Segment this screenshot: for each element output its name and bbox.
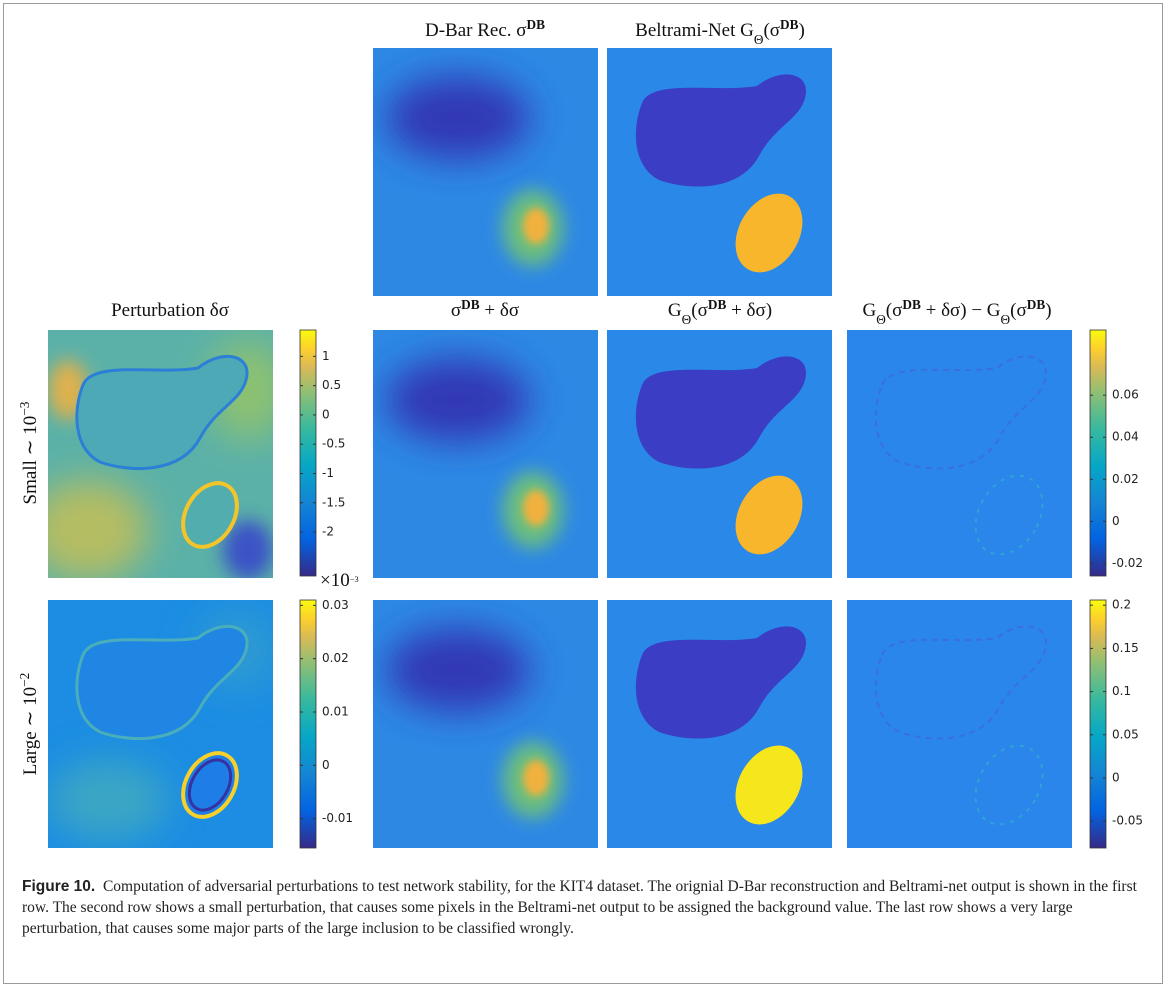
text-segment: (σ <box>763 20 780 41</box>
text-segment: DB <box>527 17 546 32</box>
colorbar-exponent: ×10−3 <box>320 570 359 591</box>
colorbar-tick-label: -0.01 <box>322 811 353 825</box>
text-segment: D-Bar Rec. σ <box>425 20 527 41</box>
colorbar-tick-label: -2 <box>322 525 334 539</box>
caption: Figure 10. Computation of adversarial pe… <box>22 876 1142 939</box>
colorbar <box>299 329 317 577</box>
text-segment: (σ <box>886 300 903 321</box>
colorbar-tick-label: 0.05 <box>1112 727 1139 741</box>
text-segment: Θ <box>754 32 764 47</box>
difference-image <box>847 600 1072 848</box>
colorbar-tick-label: 0.03 <box>322 598 349 612</box>
perturbation-image <box>48 600 278 848</box>
text-segment: ) <box>799 20 805 41</box>
text-segment: DB <box>1027 297 1046 312</box>
text-segment: G <box>668 300 682 321</box>
colorbar-tick-label: 0.01 <box>322 705 349 719</box>
text-segment: (σ <box>691 300 708 321</box>
colorbar-tick-label: 1 <box>322 349 330 363</box>
colorbar <box>1089 599 1107 849</box>
text-segment: G <box>862 300 876 321</box>
text-segment: Θ <box>876 312 886 327</box>
text-segment: (σ <box>1010 300 1027 321</box>
colorbar-tick-label: 0.02 <box>1112 472 1139 486</box>
colorbar-tick-label: -1.5 <box>322 495 345 509</box>
colorbar-tick-label: -0.05 <box>1112 814 1143 828</box>
perturbed-output-image <box>607 600 832 848</box>
caption-label: Figure 10. <box>22 878 96 895</box>
figure-frame <box>3 3 1163 984</box>
text-segment: Beltrami-Net G <box>635 20 754 41</box>
colorbar-tick-label: 0 <box>1112 514 1120 528</box>
colorbar-tick-label: 0.06 <box>1112 388 1139 402</box>
column-title: Perturbation δσ <box>111 300 229 321</box>
colorbar-tick-label: -0.5 <box>322 437 345 451</box>
row-label: Small ∼ 10−3 <box>17 401 42 504</box>
colorbar-tick-label: 0.2 <box>1112 598 1131 612</box>
text-segment: −3 <box>17 401 32 415</box>
column-title: σDB + δσ <box>451 297 519 322</box>
text-segment: σ <box>451 300 461 321</box>
text-segment: + δσ) − G <box>921 300 1001 321</box>
colorbar <box>299 599 317 849</box>
row-label: Large ∼ 10−2 <box>17 673 42 776</box>
text-segment: DB <box>902 297 921 312</box>
colorbar-tick-label: 0.5 <box>322 378 341 392</box>
perturbed-input-image <box>373 330 598 578</box>
text-segment: DB <box>461 297 480 312</box>
text-segment: ) <box>1045 300 1051 321</box>
dbar-image <box>373 48 598 296</box>
text-segment: Θ <box>682 312 692 327</box>
colorbar-tick-label: 0.04 <box>1112 430 1139 444</box>
beltrami-image <box>607 48 832 296</box>
text-segment: Perturbation δσ <box>111 300 229 321</box>
text-segment: + δσ) <box>726 300 772 321</box>
text-segment: −3 <box>350 575 359 584</box>
colorbar-tick-label: -0.02 <box>1112 556 1143 570</box>
text-segment: DB <box>780 17 799 32</box>
column-title: GΘ(σDB + δσ) <box>668 297 772 327</box>
colorbar-tick-label: 0.15 <box>1112 641 1139 655</box>
text-segment: Θ <box>1001 312 1011 327</box>
colorbar-tick-label: 0 <box>322 407 330 421</box>
perturbed-output-image <box>607 330 832 578</box>
colorbar <box>1089 329 1107 577</box>
caption-text: Computation of adversarial perturbations… <box>22 878 1137 937</box>
text-segment: ×10 <box>320 570 350 591</box>
perturbed-input-image <box>373 600 598 848</box>
difference-image <box>847 330 1072 578</box>
colorbar-tick-label: -1 <box>322 466 334 480</box>
colorbar-tick-label: 0 <box>1112 771 1120 785</box>
text-segment: −2 <box>17 673 32 687</box>
figure: D-Bar Rec. σDB Beltrami-Net GΘ(σDB)Pertur… <box>17 17 1143 870</box>
colorbar-tick-label: 0.02 <box>322 651 349 665</box>
panel-title: D-Bar Rec. σDB <box>425 17 545 42</box>
text-segment: Small ∼ 10 <box>20 416 41 505</box>
perturbation-image <box>28 330 288 580</box>
column-title: GΘ(σDB + δσ) − GΘ(σDB) <box>862 297 1051 327</box>
text-segment: DB <box>708 297 727 312</box>
colorbar-tick-label: 0 <box>322 758 330 772</box>
panel-title: Beltrami-Net GΘ(σDB) <box>635 17 805 47</box>
text-segment: + δσ <box>480 300 519 321</box>
colorbar-tick-label: 0.1 <box>1112 684 1131 698</box>
text-segment: Large ∼ 10 <box>20 687 41 775</box>
